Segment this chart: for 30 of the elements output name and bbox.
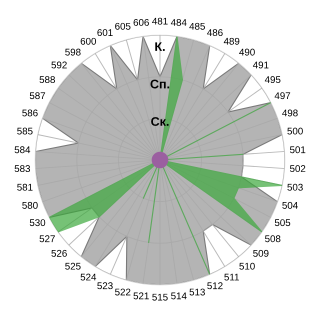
spoke-label: 486 bbox=[207, 29, 223, 36]
spoke-label: 601 bbox=[97, 29, 113, 36]
spoke-label: 586 bbox=[22, 110, 38, 116]
spoke-label: 514 bbox=[171, 292, 187, 300]
spoke-label: 500 bbox=[287, 128, 303, 135]
spoke-label: 503 bbox=[287, 184, 303, 191]
spoke-label: 513 bbox=[190, 288, 205, 296]
spoke-label: 530 bbox=[30, 219, 46, 226]
spoke-label: 501 bbox=[290, 146, 306, 154]
spoke-label: 585 bbox=[17, 128, 33, 135]
spoke-label: 521 bbox=[133, 292, 149, 300]
spoke-label: 522 bbox=[115, 288, 130, 296]
spoke-label: 581 bbox=[17, 184, 33, 191]
spoke-label: 587 bbox=[30, 92, 46, 100]
spoke-label: 484 bbox=[170, 19, 187, 26]
spoke-label: 584 bbox=[14, 146, 30, 154]
spoke-label: 481 bbox=[152, 18, 168, 25]
spoke-label: 580 bbox=[22, 202, 38, 209]
spoke-label: 523 bbox=[97, 282, 113, 290]
spoke-label: 485 bbox=[189, 22, 205, 30]
spoke-label: 511 bbox=[224, 274, 239, 281]
spoke-label: 515 bbox=[152, 294, 168, 301]
spoke-label: 606 bbox=[134, 19, 149, 26]
spoke-label: 583 bbox=[14, 165, 30, 172]
spoke-label: 504 bbox=[282, 202, 298, 209]
spoke-label: 524 bbox=[80, 274, 96, 281]
spoke-label: 605 bbox=[115, 22, 130, 30]
spoke-label: 498 bbox=[282, 110, 298, 116]
spoke-label: 512 bbox=[207, 282, 223, 290]
spoke-label: 502 bbox=[290, 165, 306, 172]
